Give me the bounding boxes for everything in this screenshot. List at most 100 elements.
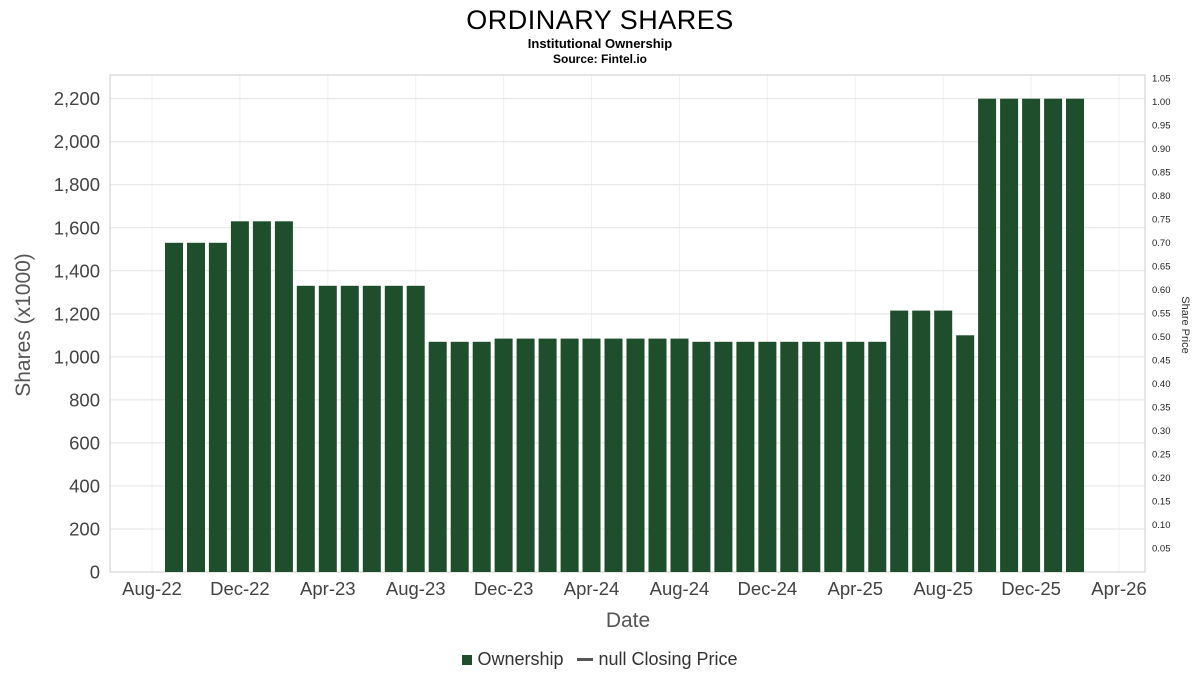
bar-Sep-24: [692, 341, 711, 572]
left-tick-label: 200: [69, 518, 100, 539]
ownership-square-icon: [462, 654, 473, 665]
bar-Mar-23: [296, 285, 315, 572]
x-tick-label: Aug-24: [650, 578, 710, 599]
right-tick-label: 0.80: [1152, 191, 1171, 202]
right-tick-label: 0.70: [1152, 238, 1171, 249]
chart-title: ORDINARY SHARES: [466, 5, 734, 35]
x-tick-label: Dec-25: [1001, 578, 1061, 599]
left-tick-label: 800: [69, 389, 100, 410]
legend-item-ownership[interactable]: Ownership: [462, 649, 563, 670]
bar-Jan-26: [1044, 98, 1063, 572]
left-axis-title: Shares (x1000): [12, 253, 35, 397]
left-tick-label: 400: [69, 475, 100, 496]
right-tick-label: 0.60: [1152, 285, 1171, 296]
bar-Apr-24: [582, 338, 601, 572]
bar-Apr-25: [846, 341, 865, 572]
left-axis-tick-labels: 0 200 400 600 800 1,000 1,200 1,400 1,600 1,800 2,…: [54, 88, 100, 582]
x-tick-label: Apr-25: [828, 578, 884, 599]
legend-ownership-label: Ownership: [477, 649, 564, 669]
bar-Nov-22: [208, 242, 227, 573]
right-tick-label: 0.25: [1152, 449, 1171, 460]
bar-Nov-23: [472, 341, 491, 572]
left-tick-label: 1,600: [54, 217, 100, 238]
left-tick-label: 2,200: [54, 88, 100, 109]
bar-Jul-25: [912, 310, 931, 572]
bar-Aug-25: [934, 310, 953, 572]
right-tick-label: 0.75: [1152, 214, 1171, 225]
right-tick-label: 0.95: [1152, 120, 1171, 131]
left-tick-label: 1,400: [54, 260, 100, 281]
left-tick-label: 1,000: [54, 346, 100, 367]
right-tick-label: 0.30: [1152, 426, 1171, 437]
right-tick-label: 0.65: [1152, 261, 1171, 272]
left-tick-label: 1,800: [54, 174, 100, 195]
bar-Sep-25: [956, 335, 975, 572]
bar-Aug-23: [406, 285, 425, 572]
bar-Mar-24: [560, 338, 579, 572]
bar-Nov-24: [736, 341, 755, 572]
bar-Jan-23: [252, 221, 271, 573]
legend-closing-price-label: null Closing Price: [598, 649, 738, 669]
bar-Oct-22: [187, 242, 205, 573]
closing-price-line-icon: [577, 658, 594, 661]
x-tick-label: Apr-23: [300, 578, 356, 599]
x-tick-label: Aug-22: [122, 578, 182, 599]
right-tick-label: 0.20: [1152, 473, 1171, 484]
x-tick-label: Aug-23: [386, 578, 446, 599]
bar-Apr-23: [318, 285, 337, 572]
bar-Jun-25: [890, 310, 909, 572]
right-tick-label: 0.10: [1152, 520, 1171, 531]
right-tick-label: 0.40: [1152, 379, 1171, 390]
bar-Jul-24: [648, 338, 667, 572]
left-tick-label: 600: [69, 432, 100, 453]
right-tick-label: 0.15: [1152, 496, 1171, 507]
bar-Sep-22: [165, 242, 183, 573]
right-axis-title: Share Price: [1179, 296, 1191, 353]
bar-Oct-23: [450, 341, 469, 572]
bar-Oct-25: [978, 98, 997, 572]
bar-Feb-26: [1066, 98, 1084, 572]
legend-item-closing-price[interactable]: null Closing Price: [577, 649, 738, 670]
x-tick-label: Apr-26: [1091, 578, 1147, 599]
x-tick-label: Dec-24: [738, 578, 798, 599]
right-tick-label: 0.55: [1152, 308, 1171, 319]
right-tick-label: 0.85: [1152, 167, 1171, 178]
bar-Nov-25: [1000, 98, 1019, 572]
x-axis-title: Date: [606, 609, 650, 632]
bar-Mar-25: [824, 341, 843, 572]
bar-Dec-23: [494, 338, 513, 572]
ownership-bars: [165, 98, 1084, 573]
right-tick-label: 0.45: [1152, 355, 1171, 366]
bar-Feb-23: [274, 221, 293, 573]
right-tick-label: 1.05: [1152, 73, 1171, 84]
left-tick-label: 1,200: [54, 303, 100, 324]
bar-Oct-24: [714, 341, 733, 572]
chart-source: Source: Fintel.io: [552, 52, 647, 66]
bar-Dec-22: [230, 221, 249, 573]
bar-Dec-24: [758, 341, 777, 572]
x-axis-tick-labels: Aug-22 Dec-22 Apr-23 Aug-23 Dec-23 Apr-24 Aug-…: [122, 578, 1147, 599]
right-tick-label: 0.90: [1152, 144, 1171, 155]
bar-Feb-24: [538, 338, 557, 572]
right-tick-label: 1.00: [1152, 97, 1171, 108]
bar-May-24: [604, 338, 623, 572]
chart-subtitle: Institutional Ownership: [527, 36, 673, 51]
right-tick-label: 0.35: [1152, 402, 1171, 413]
bar-Jun-23: [362, 285, 381, 572]
left-tick-label: 0: [90, 562, 100, 583]
chart-legend: Ownership null Closing Price: [0, 649, 1200, 670]
right-tick-label: 0.05: [1152, 543, 1171, 554]
bar-Jul-23: [384, 285, 403, 572]
bar-Jun-24: [626, 338, 645, 572]
bar-Aug-24: [670, 338, 689, 572]
bar-May-25: [868, 341, 887, 572]
left-tick-label: 2,000: [54, 131, 100, 152]
bar-Feb-25: [802, 341, 821, 572]
right-tick-label: 0.50: [1152, 332, 1171, 343]
bar-Dec-25: [1022, 98, 1041, 572]
bar-Jan-24: [516, 338, 535, 572]
bar-May-23: [340, 285, 359, 572]
bar-Jan-25: [780, 341, 799, 572]
x-tick-label: Aug-25: [913, 578, 973, 599]
